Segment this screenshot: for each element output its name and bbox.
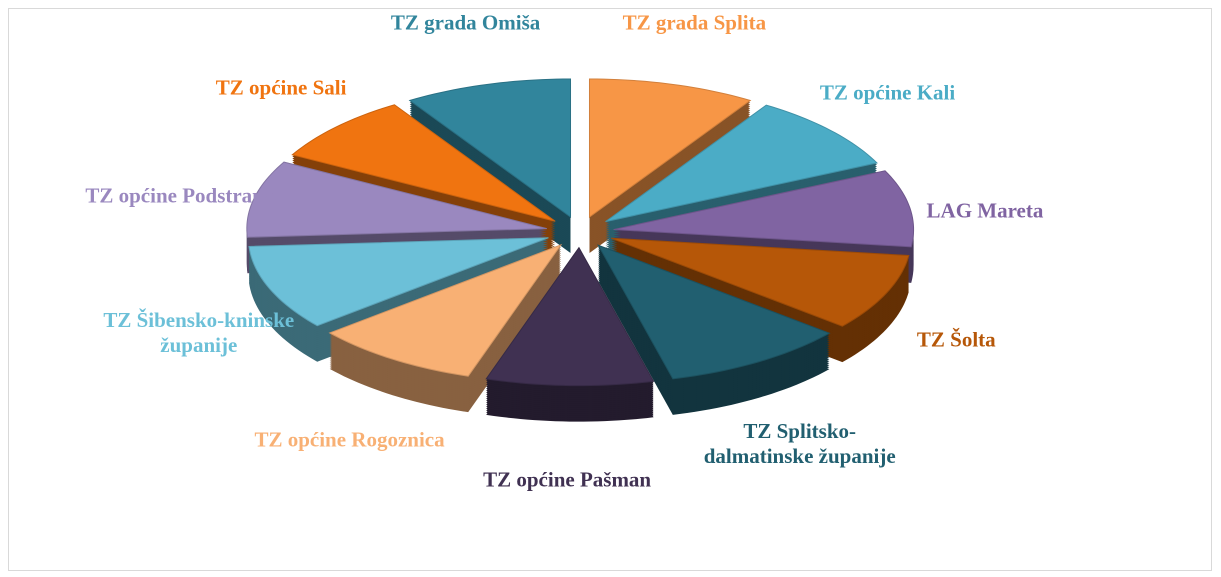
slice-label: TZ općine Podstrana <box>85 183 275 208</box>
chart-frame <box>8 8 1212 571</box>
slice <box>291 104 556 222</box>
slice-label: TZ općine Sali <box>215 75 347 99</box>
slice <box>588 78 752 218</box>
slice <box>485 246 655 387</box>
slice <box>611 237 910 327</box>
slice-label: TZ Splitsko-dalmatinske županije <box>703 418 896 468</box>
slice <box>597 244 831 380</box>
slice-label: LAG Mareta <box>926 198 1044 223</box>
slice <box>613 170 915 248</box>
slice-label: TZ općine Kali <box>819 80 956 105</box>
slice <box>248 237 549 327</box>
slice-label: TZ Šolta <box>916 327 996 352</box>
slice-label: TZ općine Pašman <box>483 467 652 492</box>
slice-label: TZ grada Omiša <box>390 10 541 35</box>
slice-label: TZ grada Splita <box>622 10 767 35</box>
slice <box>328 243 563 377</box>
slice <box>246 161 547 238</box>
slice-label: TZ općine Rogoznica <box>254 427 445 452</box>
slice <box>408 78 572 218</box>
slice <box>605 104 878 223</box>
slice-label: TZ Šibensko-kninske županije <box>103 307 295 357</box>
